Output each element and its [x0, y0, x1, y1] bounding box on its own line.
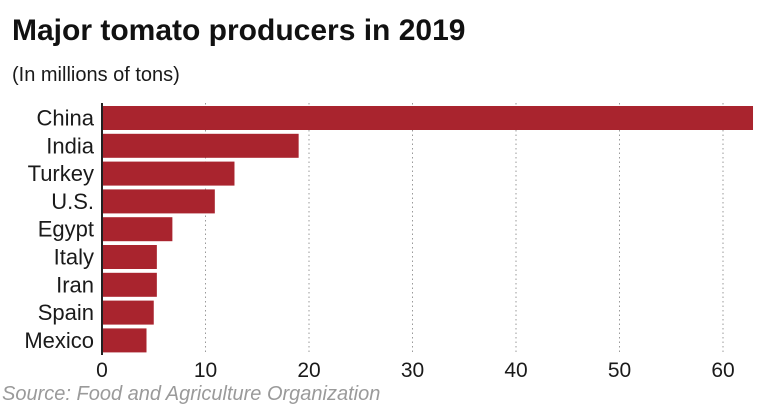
bar-us — [102, 189, 215, 214]
x-tick-label: 60 — [711, 359, 734, 382]
x-tick-label: 10 — [194, 359, 217, 382]
category-label: India — [46, 133, 94, 158]
bar-china — [102, 106, 754, 130]
bar-italy — [102, 245, 157, 269]
bar-mexico — [102, 328, 147, 353]
bar-india — [102, 133, 299, 158]
category-label: Mexico — [24, 328, 94, 353]
category-label: Egypt — [38, 217, 94, 242]
category-label: Turkey — [28, 161, 94, 186]
category-label: Spain — [38, 300, 94, 325]
chart-title: Major tomato producers in 2019 — [12, 14, 466, 47]
x-tick-label: 30 — [401, 359, 424, 382]
source-note: Source: Food and Agriculture Organizatio… — [2, 383, 381, 405]
x-tick-label: 0 — [96, 359, 108, 382]
x-tick-label: 50 — [608, 359, 631, 382]
bar-iran — [102, 272, 157, 297]
x-tick-label: 40 — [504, 359, 527, 382]
category-label: Iran — [56, 272, 94, 297]
bar-spain — [102, 300, 154, 325]
bar-turkey — [102, 161, 235, 186]
bar-egypt — [102, 217, 173, 242]
x-tick-label: 20 — [297, 359, 320, 382]
chart-subtitle: (In millions of tons) — [12, 64, 180, 86]
category-label: U.S. — [51, 189, 94, 214]
category-label: China — [37, 106, 95, 131]
category-label: Italy — [54, 245, 94, 270]
